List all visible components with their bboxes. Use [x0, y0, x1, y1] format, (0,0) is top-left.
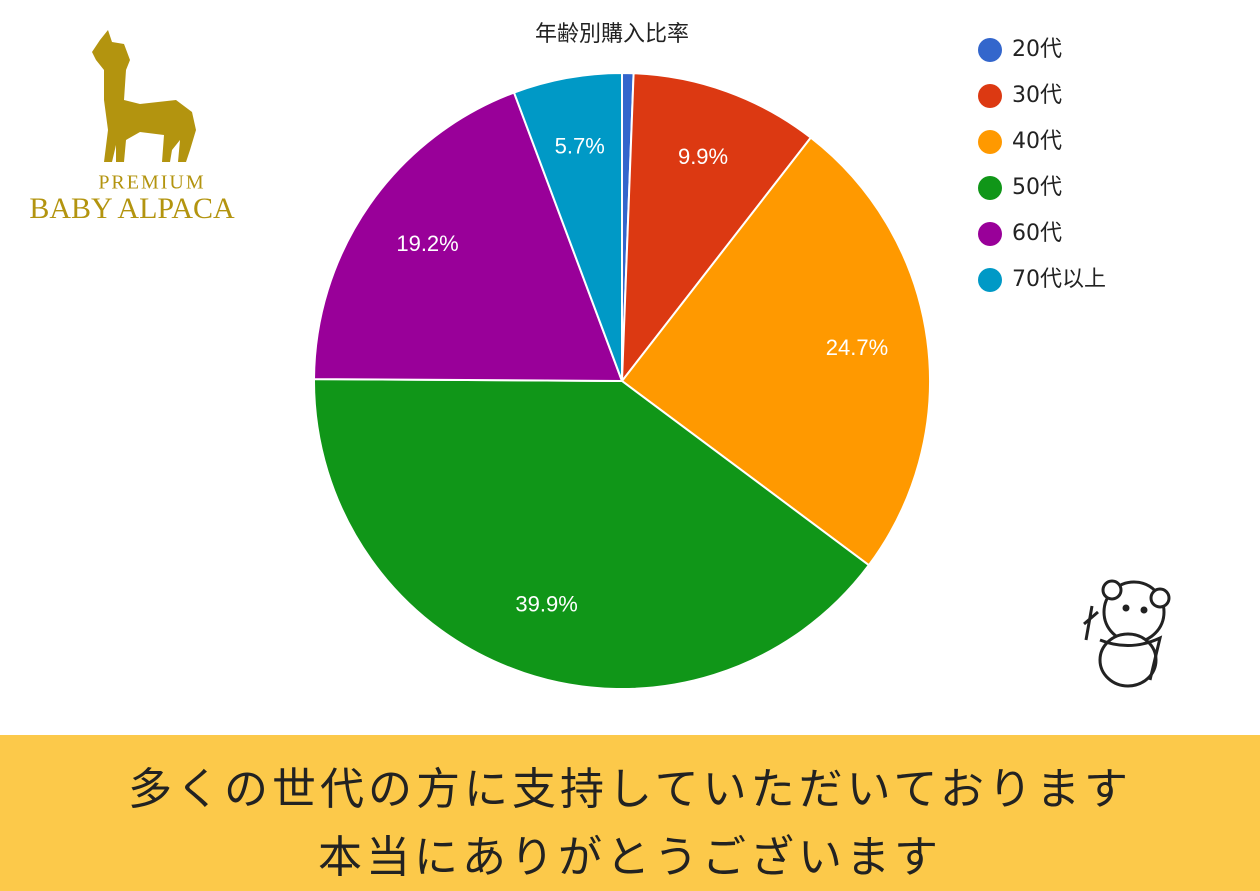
pie-slice: [620, 136, 931, 567]
legend-label: 70代以上: [1012, 267, 1106, 292]
pie-slice: [312, 91, 624, 383]
legend-marker: [978, 38, 1002, 62]
legend-marker: [978, 84, 1002, 108]
legend-marker: [978, 176, 1002, 200]
chart: PREMIUM BABY ALPACA 年齢別購入比率 9.9% 24.7% 39.…: [29, 22, 1171, 690]
data-label: 19.2%: [396, 231, 458, 256]
data-label: 24.7%: [826, 335, 888, 360]
legend-label: 30代: [1012, 83, 1062, 108]
legend-label: 60代: [1012, 221, 1062, 246]
banner-line: 本当にありがとうございます: [318, 832, 942, 883]
legend-marker: [978, 222, 1002, 246]
legend-marker: [978, 130, 1002, 154]
pie-slice: [620, 72, 813, 385]
legend-marker: [978, 268, 1002, 292]
banner: 多くの世代の方に支持していただいております 本当にありがとうございます: [0, 735, 1260, 891]
logo-line2: BABY ALPACA: [29, 192, 235, 225]
chart-title: 年齢別購入比率: [535, 22, 689, 47]
data-label: 5.7%: [555, 133, 605, 158]
pie-slice: [313, 378, 871, 690]
data-label: 39.9%: [515, 592, 577, 617]
legend-label: 20代: [1012, 37, 1062, 62]
logo: PREMIUM BABY ALPACA: [29, 30, 235, 225]
alpaca-icon: [92, 30, 196, 162]
legend-label: 40代: [1012, 129, 1062, 154]
data-label: 9.9%: [678, 144, 728, 169]
banner-line: 多くの世代の方に支持していただいております: [127, 764, 1133, 815]
bear-illustration: [1083, 579, 1171, 688]
legend-label: 50代: [1012, 175, 1062, 200]
pie-slice: [512, 71, 623, 382]
logo-line1: PREMIUM: [98, 172, 205, 194]
